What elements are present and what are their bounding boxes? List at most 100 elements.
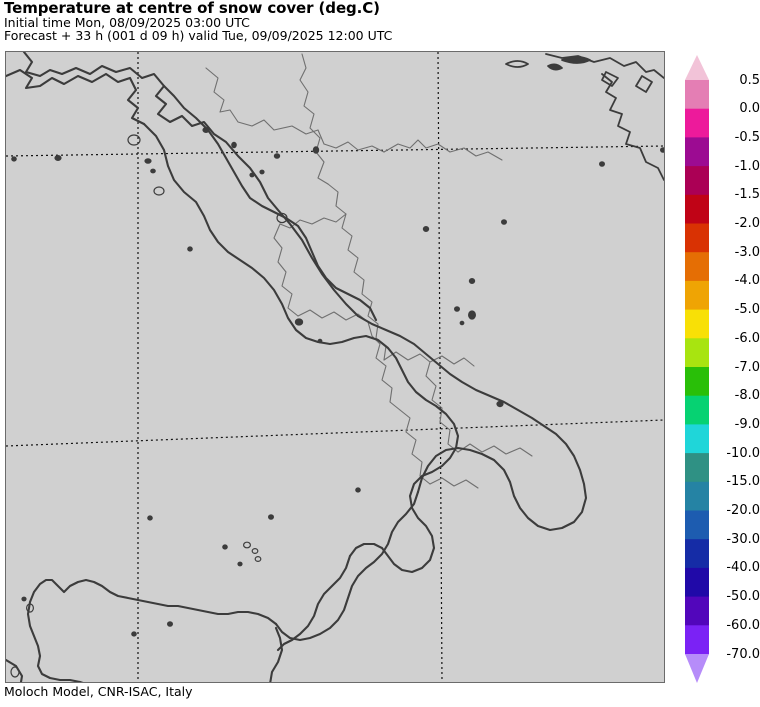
- border-tuscany-umbria: [299, 53, 329, 185]
- colorbar-segment-15: [685, 510, 709, 540]
- map-panel[interactable]: [5, 51, 665, 683]
- island-dalmatia-3: [547, 63, 563, 71]
- colorbar-tick-6: -3.0: [734, 244, 760, 260]
- border-basilicata-calabria: [429, 477, 479, 489]
- colorbar-tick-0: 0.5: [739, 72, 760, 88]
- border-molise-puglia: [425, 361, 459, 453]
- colorbar-tick-4: -1.5: [734, 187, 760, 203]
- border-marche-north: [383, 139, 503, 161]
- island-dalmatia-2: [505, 60, 529, 68]
- colorbar-tick-17: -40.0: [726, 560, 760, 576]
- coastline-dalmatia: [601, 73, 664, 181]
- colorbar-under-arrow: [685, 654, 709, 683]
- island-small-3: [317, 338, 323, 344]
- island-dalmatia-1: [561, 56, 591, 64]
- colorbar-canvas: [685, 55, 709, 683]
- colorbar-over-arrow: [685, 55, 709, 80]
- colorbar-segment-4: [685, 194, 709, 224]
- lake-small-3: [202, 126, 210, 133]
- lake-small-18: [660, 147, 664, 153]
- colorbar-tick-9: -6.0: [734, 330, 760, 346]
- lake-small-1: [144, 158, 152, 164]
- colorbar-tick-1: 0.0: [739, 101, 760, 117]
- colorbar-segment-7: [685, 280, 709, 311]
- colorbar-tick-3: -1.0: [734, 158, 760, 174]
- colorbar-segment-1: [685, 108, 709, 138]
- island-small-2: [11, 156, 17, 162]
- lake-small-14: [459, 320, 465, 326]
- border-basilicata-puglia: [457, 443, 533, 457]
- lake-small-16: [501, 219, 508, 225]
- coastline-sicily-north: [26, 578, 278, 682]
- lake-small-13: [468, 310, 477, 320]
- colorbar-tick-7: -4.0: [734, 273, 760, 289]
- island-small-4: [131, 631, 137, 637]
- colorbar-tick-8: -5.0: [734, 302, 760, 318]
- border-lazio-abruzzo: [273, 223, 299, 317]
- island-aeolian-2: [222, 544, 228, 550]
- lake-bolsena: [153, 186, 165, 196]
- coastline-sardinia-group: [6, 658, 24, 682]
- colorbar-segment-6: [685, 252, 709, 282]
- colorbar-segments: [685, 80, 709, 655]
- colorbar-tick-2: -0.5: [734, 129, 760, 145]
- island-aeolian-6: [268, 514, 275, 520]
- map-canvas[interactable]: [6, 52, 664, 682]
- islands-lakes-group: [10, 126, 664, 678]
- island-dalmatia-5: [635, 75, 653, 93]
- coastline-italy-group: [22, 52, 588, 532]
- colorbar-segment-13: [685, 453, 709, 483]
- island-aeolian-1: [147, 515, 153, 521]
- border-campania-basilicata: [399, 409, 431, 485]
- administrative-borders-group: [205, 53, 533, 489]
- lake-small-12: [454, 306, 461, 312]
- lake-small-9: [312, 146, 320, 154]
- colorbar-tick-12: -9.0: [734, 416, 760, 432]
- lake-small-8: [187, 246, 193, 252]
- coastline-sicily-group: [26, 578, 284, 682]
- map-background: [6, 52, 664, 682]
- coastline-italy-east: [22, 52, 588, 532]
- colorbar-tick-11: -8.0: [734, 388, 760, 404]
- coastline-adriatic-upper: [162, 84, 378, 322]
- lake-small-10: [422, 226, 430, 233]
- colorbar-tick-13: -10.0: [726, 445, 760, 461]
- colorbar-tick-5: -2.0: [734, 216, 760, 231]
- colorbar-tick-18: -50.0: [726, 589, 760, 605]
- island-small-1: [54, 154, 62, 161]
- colorbar-segment-3: [685, 166, 709, 196]
- border-lazio-campania: [297, 309, 369, 323]
- colorbar-segment-12: [685, 424, 709, 454]
- colorbar-tick-20: -70.0: [726, 646, 760, 662]
- island-small-5: [355, 487, 361, 493]
- colorbar-segment-10: [685, 367, 709, 397]
- forecast-time-text: Forecast + 33 h (001 d 09 h) valid Tue, …: [4, 28, 393, 43]
- mount-etna-marker: [167, 621, 174, 627]
- header-block: Temperature at centre of snow cover (deg…: [4, 0, 684, 43]
- colorbar-segment-17: [685, 567, 709, 598]
- lake-small-15: [496, 400, 504, 408]
- lake-fucino: [276, 212, 288, 224]
- colorbar-segment-8: [685, 309, 709, 339]
- colorbar-segment-9: [685, 338, 709, 368]
- lake-small-5: [249, 172, 255, 178]
- island-aeolian-7: [237, 561, 243, 567]
- border-tuscany-emilia: [205, 67, 385, 153]
- colorbar-segment-0: [685, 80, 709, 110]
- colorbar-segment-5: [685, 223, 709, 253]
- coastline-liguria: [6, 68, 146, 126]
- colorbar-tick-16: -30.0: [726, 531, 760, 547]
- island-aeolian-4: [251, 548, 259, 555]
- colorbar: [683, 53, 711, 685]
- colorbar-tick-labels: 0.5 0.0 -0.5 -1.0 -1.5 -2.0 -3.0 -4.0 -5.0 -6.0 -7…: [716, 53, 760, 685]
- colorbar-segment-11: [685, 395, 709, 425]
- lake-small-17: [598, 161, 605, 167]
- model-credit: Moloch Model, CNR-ISAC, Italy: [4, 684, 193, 699]
- lake-small-4: [231, 141, 237, 149]
- island-capri: [294, 318, 304, 326]
- border-lazio-umbria: [279, 213, 347, 229]
- colorbar-segment-14: [685, 481, 709, 511]
- colorbar-tick-15: -20.0: [726, 503, 760, 518]
- colorbar-segment-2: [685, 137, 709, 167]
- island-aeolian-5: [254, 556, 262, 563]
